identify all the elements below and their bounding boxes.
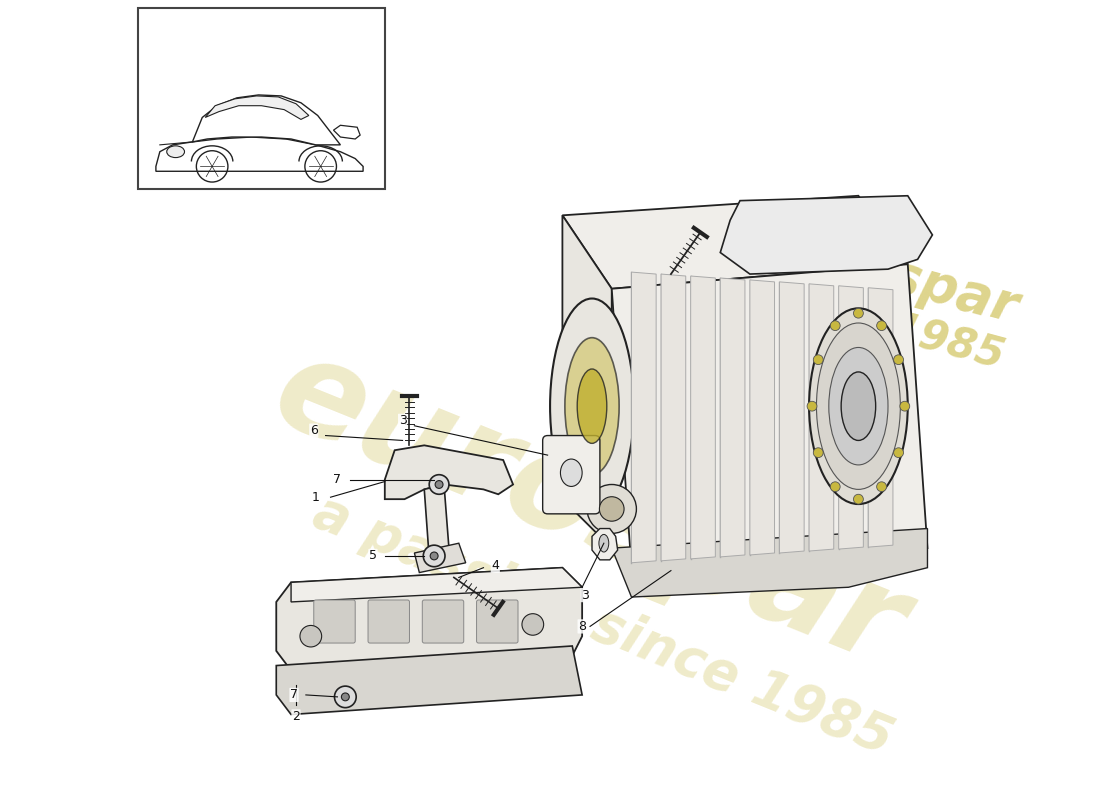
Text: 2: 2: [293, 710, 300, 723]
FancyBboxPatch shape: [314, 600, 355, 643]
Polygon shape: [810, 284, 834, 551]
Polygon shape: [691, 276, 715, 559]
Circle shape: [830, 321, 840, 330]
Text: 3: 3: [581, 589, 589, 602]
Circle shape: [429, 474, 449, 494]
Circle shape: [334, 686, 356, 708]
Polygon shape: [868, 288, 893, 547]
Polygon shape: [415, 543, 465, 573]
Ellipse shape: [587, 485, 637, 534]
Ellipse shape: [522, 614, 543, 635]
Polygon shape: [612, 264, 927, 568]
Polygon shape: [276, 646, 582, 714]
Circle shape: [900, 402, 910, 411]
Circle shape: [813, 448, 823, 458]
Ellipse shape: [828, 347, 888, 465]
Polygon shape: [612, 529, 927, 597]
Ellipse shape: [600, 497, 624, 521]
Circle shape: [813, 355, 823, 365]
Text: eurospar: eurospar: [752, 214, 1023, 334]
Polygon shape: [838, 286, 864, 549]
Polygon shape: [720, 278, 745, 557]
Text: 7: 7: [333, 473, 341, 486]
Ellipse shape: [816, 323, 900, 490]
Text: 8: 8: [579, 620, 586, 633]
Text: 1985: 1985: [886, 307, 1009, 378]
Ellipse shape: [810, 308, 908, 504]
Circle shape: [877, 482, 887, 492]
FancyBboxPatch shape: [139, 8, 385, 189]
Text: 4: 4: [492, 559, 499, 572]
Circle shape: [893, 355, 903, 365]
Circle shape: [436, 481, 443, 489]
Text: 6: 6: [310, 424, 318, 437]
Circle shape: [877, 321, 887, 330]
Circle shape: [830, 482, 840, 492]
Ellipse shape: [167, 146, 185, 158]
Polygon shape: [333, 126, 360, 139]
Ellipse shape: [300, 626, 321, 647]
Circle shape: [424, 545, 446, 566]
Text: 1: 1: [311, 490, 320, 504]
Polygon shape: [385, 446, 513, 499]
Ellipse shape: [560, 459, 582, 486]
FancyBboxPatch shape: [542, 435, 600, 514]
Polygon shape: [780, 282, 804, 553]
Circle shape: [854, 494, 864, 504]
FancyBboxPatch shape: [368, 600, 409, 643]
Polygon shape: [631, 272, 656, 562]
Text: eurospar: eurospar: [256, 326, 922, 693]
Polygon shape: [661, 274, 685, 561]
Text: a passion since 1985: a passion since 1985: [306, 486, 900, 766]
Ellipse shape: [565, 338, 619, 474]
Polygon shape: [425, 485, 449, 558]
Polygon shape: [592, 529, 618, 560]
Polygon shape: [750, 280, 774, 555]
Ellipse shape: [842, 372, 876, 441]
Polygon shape: [192, 95, 340, 145]
Polygon shape: [292, 568, 582, 602]
Circle shape: [341, 693, 350, 701]
Polygon shape: [562, 196, 908, 289]
Circle shape: [807, 402, 817, 411]
Polygon shape: [156, 137, 363, 171]
Polygon shape: [206, 96, 309, 119]
Polygon shape: [562, 215, 612, 548]
Ellipse shape: [578, 369, 607, 443]
Circle shape: [893, 448, 903, 458]
Circle shape: [430, 552, 438, 560]
Ellipse shape: [598, 534, 608, 552]
Polygon shape: [276, 568, 582, 670]
FancyBboxPatch shape: [422, 600, 464, 643]
Ellipse shape: [550, 298, 634, 514]
FancyBboxPatch shape: [476, 600, 518, 643]
Text: 7: 7: [290, 689, 298, 702]
Polygon shape: [720, 196, 933, 274]
Circle shape: [854, 308, 864, 318]
Text: 3: 3: [398, 414, 407, 427]
Text: 5: 5: [368, 550, 377, 562]
